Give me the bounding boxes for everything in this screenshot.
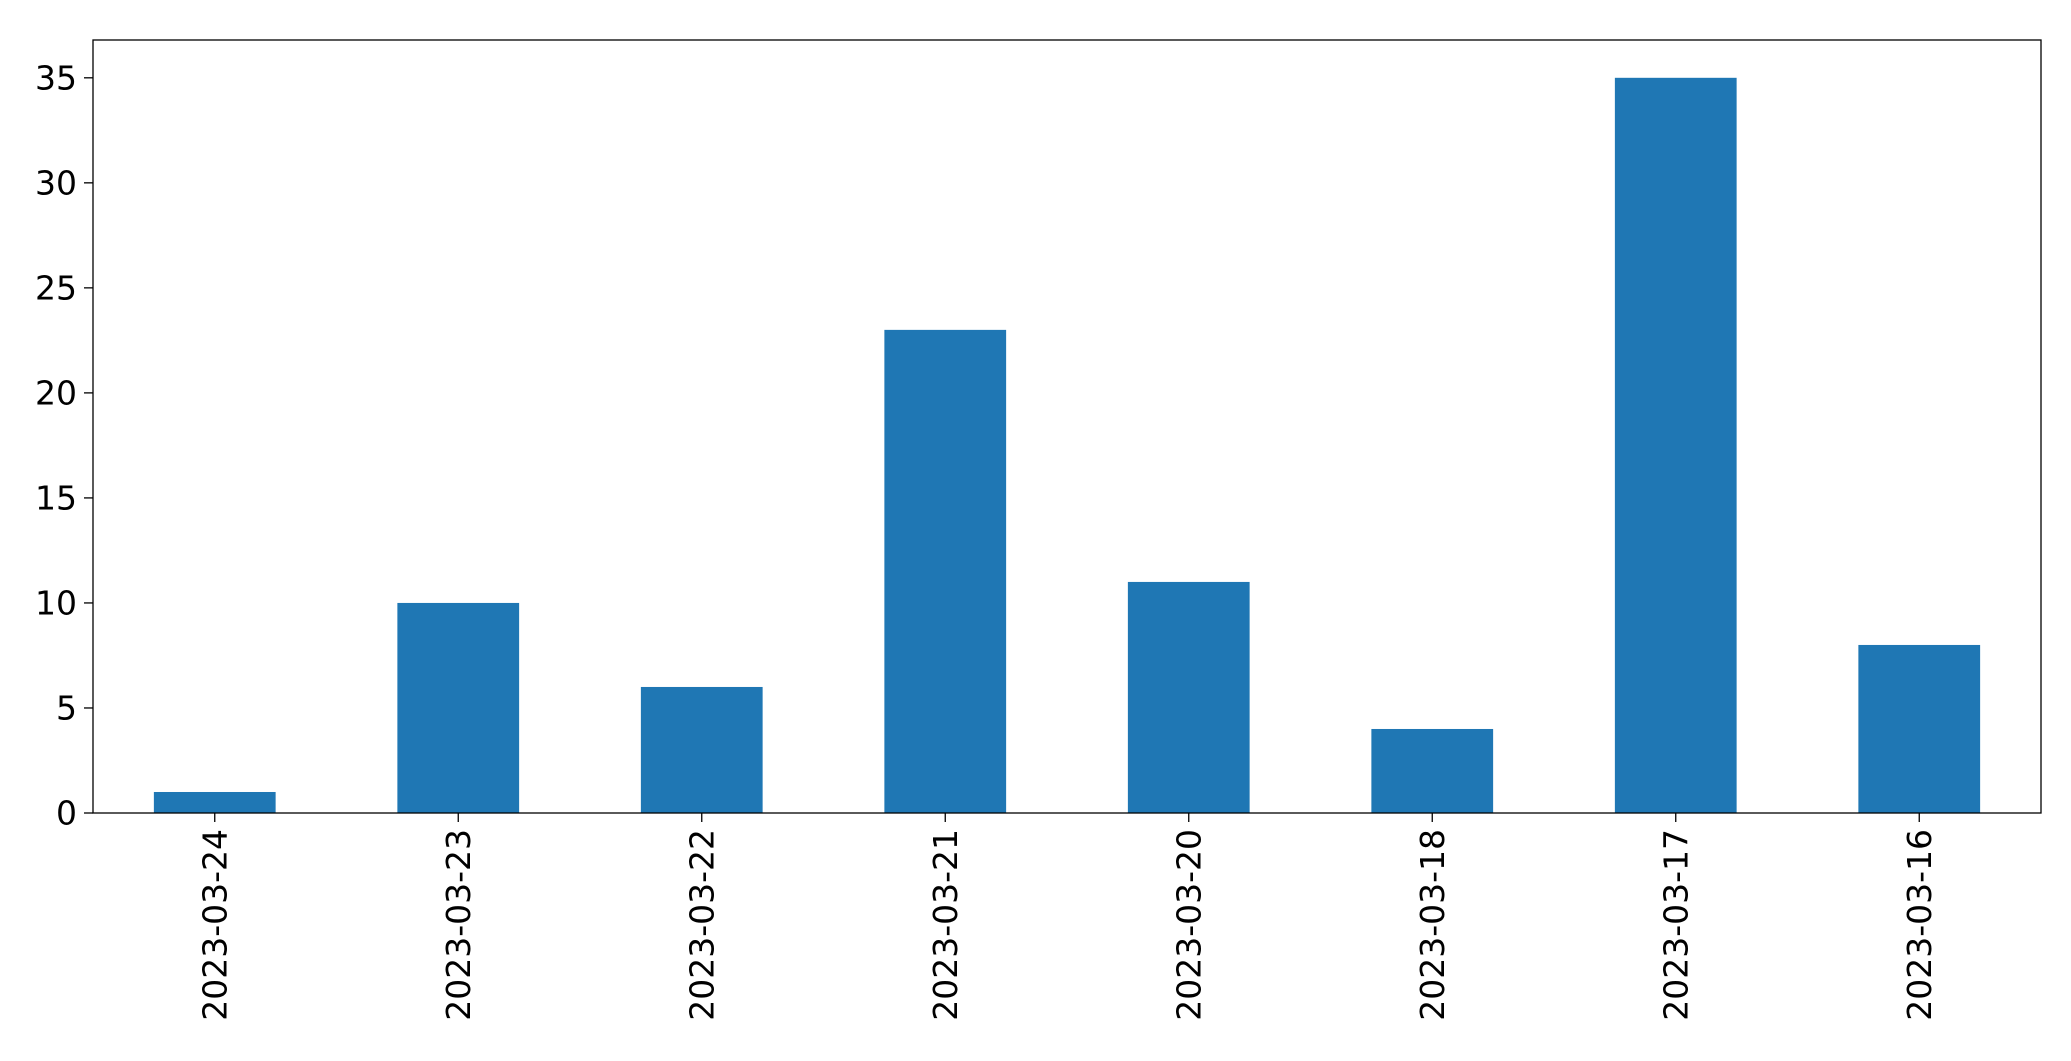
- y-tick-label: 20: [35, 373, 77, 412]
- y-tick-label: 25: [35, 268, 77, 307]
- x-tick-label: 2023-03-22: [682, 829, 721, 1021]
- y-tick-label: 35: [35, 58, 77, 97]
- x-tick-label: 2023-03-20: [1169, 829, 1208, 1021]
- plot-frame: [92, 39, 2042, 814]
- y-tick-label: 10: [35, 583, 77, 622]
- bar-2023-03-24: [153, 791, 276, 813]
- x-tick-label: 2023-03-21: [926, 829, 965, 1021]
- y-tick-label: 30: [35, 163, 77, 202]
- bar-2023-03-20: [1127, 581, 1250, 813]
- x-tick-label: 2023-03-18: [1413, 829, 1452, 1021]
- y-tick-label: 5: [56, 688, 77, 727]
- bars-group: [153, 77, 1981, 813]
- bar-2023-03-16: [1858, 644, 1981, 813]
- bar-2023-03-17: [1614, 77, 1737, 813]
- bar-2023-03-18: [1371, 728, 1494, 813]
- x-tick-label: 2023-03-23: [439, 829, 478, 1021]
- y-tick-label: 15: [35, 478, 77, 517]
- bar-2023-03-21: [884, 329, 1007, 813]
- x-tick-label: 2023-03-17: [1656, 829, 1695, 1021]
- y-tick-label: 0: [56, 794, 77, 833]
- x-tick-label: 2023-03-24: [195, 829, 234, 1021]
- x-axis: 2023-03-24 2023-03-23 2023-03-22 2023-03-21…: [195, 813, 1939, 1021]
- y-axis: 0 5 10 15 20 25 30 35: [35, 58, 93, 833]
- x-tick-label: 2023-03-16: [1900, 829, 1939, 1021]
- bar-2023-03-23: [397, 602, 520, 813]
- bar-2023-03-22: [640, 686, 763, 813]
